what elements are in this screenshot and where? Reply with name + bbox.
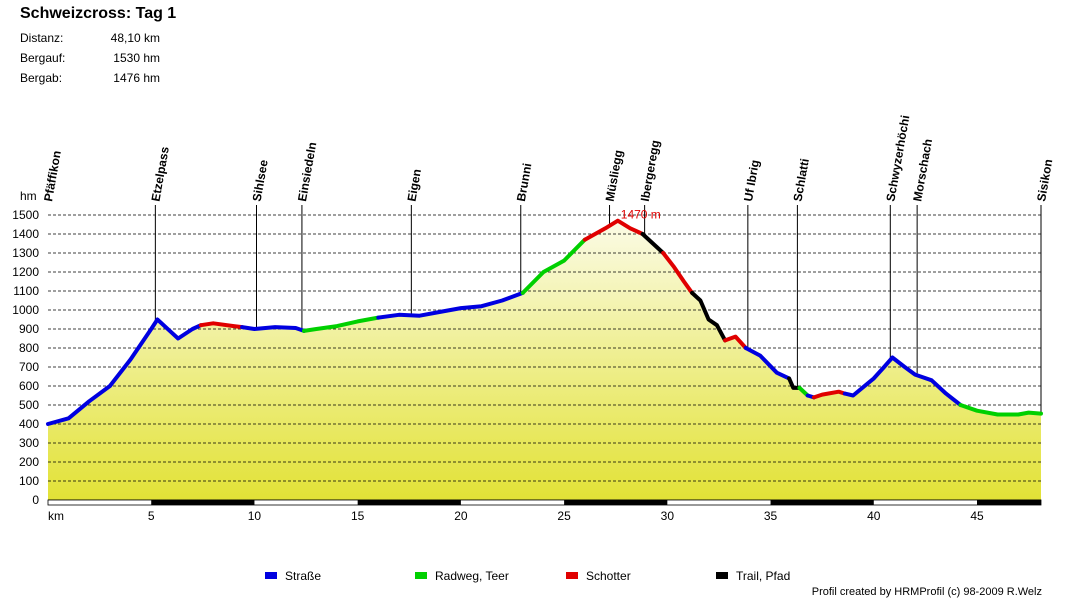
legend-label: Radweg, Teer (435, 569, 509, 583)
profile-segment (690, 290, 728, 343)
max-elevation-annotation: 1470 m (621, 208, 661, 222)
stat-descent-value: 1476 hm (113, 71, 160, 85)
waypoint-label: Etzelpass (149, 145, 172, 202)
y-tick-label: 800 (19, 341, 39, 355)
profile-area-fill (48, 220, 1041, 500)
profile-segment (743, 346, 792, 381)
waypoint-label: Pfäffikon (41, 150, 64, 203)
x-tick-label: 25 (557, 509, 571, 523)
y-tick-label: 1100 (13, 284, 39, 298)
x-tick-label: 30 (661, 509, 675, 523)
legend-label: Schotter (586, 569, 631, 583)
y-tick-label: 0 (32, 493, 39, 507)
x-tick-label: 10 (248, 509, 262, 523)
profile-segment (842, 355, 963, 407)
x-axis-bar-segment (770, 500, 874, 505)
y-tick-label: 700 (19, 360, 39, 374)
y-tick-label: 600 (19, 379, 39, 393)
x-axis-bar-segment (151, 500, 255, 505)
y-tick-label: 300 (19, 436, 39, 450)
profile-segment (723, 334, 748, 350)
y-tick-label: 1000 (12, 303, 39, 317)
profile-segment (582, 218, 645, 242)
waypoint-label: Schwyzerhöchi (883, 114, 912, 202)
waypoint-label: Ibergeregg (638, 139, 663, 203)
legend-swatch (415, 572, 427, 579)
profile-segment (302, 315, 381, 333)
profile-segment (640, 232, 666, 255)
legend-swatch (265, 572, 277, 579)
profile-segment (958, 403, 1043, 417)
y-axis-label: hm (20, 189, 37, 203)
x-tick-label: 45 (970, 509, 984, 523)
waypoint-label: Sisikon (1034, 158, 1055, 202)
profile-segment (376, 290, 525, 320)
stat-ascent-label: Bergauf: (20, 51, 66, 65)
waypoint-label: Brunni (514, 162, 535, 203)
credit-text: Profil created by HRMProfil (c) 98-2009 … (811, 586, 1042, 598)
waypoint-label: Eigen (405, 168, 424, 203)
profile-segment (46, 317, 203, 426)
x-axis-bar-segment (564, 500, 668, 505)
waypoint-label: Müsliegg (603, 149, 626, 203)
y-tick-label: 200 (19, 455, 39, 469)
x-tick-label: 15 (351, 509, 365, 523)
stat-distance-value: 48,10 km (110, 31, 160, 45)
stat-descent-label: Bergab: (20, 71, 63, 85)
legend-label: Trail, Pfad (736, 569, 791, 583)
chart-title: Schweizcross: Tag 1 (20, 5, 177, 22)
legend-swatch (566, 572, 578, 579)
y-tick-label: 400 (19, 417, 39, 431)
profile-segment (520, 237, 587, 295)
profile-segment (198, 321, 245, 330)
y-tick-label: 1200 (12, 265, 39, 279)
stat-ascent-value: 1530 hm (113, 51, 160, 65)
x-tick-label: 5 (148, 509, 155, 523)
x-axis-bar-segment (357, 500, 461, 505)
waypoint-label: Sihlsee (250, 158, 271, 202)
waypoint-label: Schlatti (791, 157, 812, 202)
x-tick-label: 35 (764, 509, 778, 523)
legend-label: Straße (285, 569, 322, 583)
stat-distance-label: Distanz: (20, 31, 64, 45)
y-tick-label: 900 (19, 322, 39, 336)
x-tick-label: 40 (867, 509, 881, 523)
y-tick-label: 100 (19, 474, 39, 488)
profile-segment (787, 376, 802, 390)
y-tick-label: 500 (19, 398, 39, 412)
waypoint-label: Einsiedeln (295, 141, 319, 203)
x-axis-label: km (48, 509, 64, 523)
waypoint-label: Morschach (910, 138, 935, 203)
y-tick-label: 1400 (12, 227, 39, 241)
x-tick-label: 20 (454, 509, 468, 523)
x-axis-bar-segment (977, 500, 1041, 505)
y-tick-label: 1500 (12, 208, 39, 222)
waypoint-label: Uf Ibrig (741, 159, 762, 203)
profile-segment (661, 251, 695, 295)
legend-swatch (716, 572, 728, 579)
profile-segment (811, 389, 847, 400)
profile-segment (240, 325, 306, 333)
y-tick-label: 1300 (12, 246, 39, 260)
